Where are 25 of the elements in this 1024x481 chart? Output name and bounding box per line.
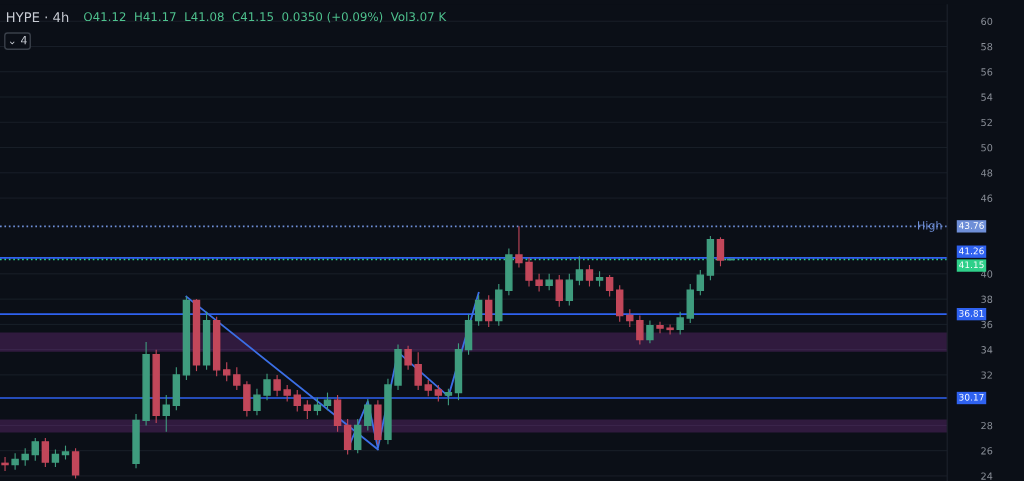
- y-tick-label: 54: [981, 93, 993, 101]
- chart-title: HYPE · 4h: [6, 11, 69, 22]
- y-tick-label: 24: [981, 472, 993, 480]
- y-tick-label: 60: [981, 17, 993, 26]
- y-tick-label: 36: [981, 320, 993, 329]
- text: O41.12 H41.17 L41.08 C41.15 0.0350 (+0.09%) Vol3.07 K: [84, 11, 447, 23]
- annotation: High: [918, 220, 942, 232]
- y-tick-label: 56: [981, 68, 993, 76]
- y-tick-label: 46: [981, 194, 993, 202]
- y-tick-label: 48: [981, 169, 993, 177]
- y-tick-label: 32: [981, 371, 992, 379]
- annotation: ⌄ 4: [9, 36, 27, 45]
- y-tick-label: 52: [981, 118, 992, 127]
- ref-line-label: 43.76: [959, 222, 984, 229]
- y-tick-label: 34: [981, 346, 993, 354]
- y-tick-label: 28: [981, 421, 993, 430]
- y-tick-label: 50: [981, 144, 993, 152]
- ref-line-label: 36.81: [959, 309, 984, 317]
- ref-line-label: 41.26: [959, 247, 984, 255]
- y-tick-label: 38: [981, 295, 993, 303]
- ref-line-label: 30.17: [959, 393, 984, 401]
- y-tick-label: 26: [981, 447, 993, 455]
- y-tick-label: 58: [981, 42, 993, 51]
- ref-line-label: 41.15: [959, 261, 984, 269]
- y-tick-label: 40: [981, 270, 993, 278]
